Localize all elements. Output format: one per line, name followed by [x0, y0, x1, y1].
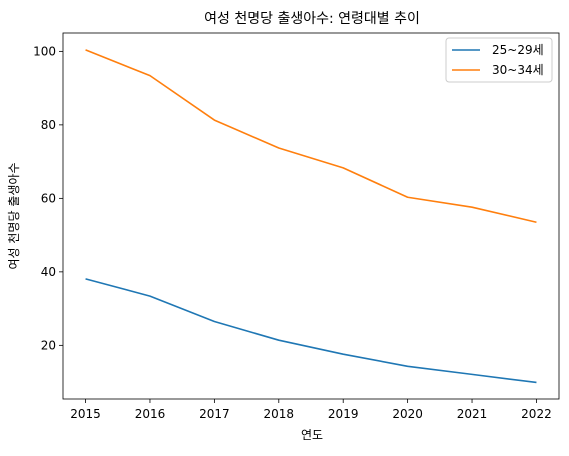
x-tick-label: 2019 — [328, 407, 359, 421]
legend-label-2: 30~34세 — [492, 63, 544, 77]
legend-box — [445, 37, 553, 83]
x-tick-label: 2018 — [264, 407, 295, 421]
x-tick-label: 2021 — [457, 407, 488, 421]
series-layer — [85, 49, 537, 384]
x-tick-label: 2022 — [521, 407, 552, 421]
y-tick-label: 100 — [33, 44, 56, 58]
chart-title: 여성 천명당 출생아수: 연령대별 추이 — [204, 11, 420, 27]
series-line-1 — [85, 278, 537, 384]
series-line-2 — [85, 49, 537, 224]
x-tick-label: 2020 — [392, 407, 423, 421]
legend: 25~29세 30~34세 — [445, 37, 553, 83]
x-tick-label: 2017 — [199, 407, 230, 421]
y-tick-label: 60 — [41, 191, 56, 205]
plot-area-frame — [62, 32, 560, 400]
x-axis: 2015 2016 2017 2018 2019 2020 2021 2022 — [70, 399, 552, 421]
y-tick-label: 20 — [41, 338, 56, 352]
y-tick-label: 80 — [41, 118, 56, 132]
y-axis-label: 여성 천명당 출생아수 — [6, 163, 21, 270]
x-axis-label: 연도 — [301, 428, 323, 442]
legend-label-1: 25~29세 — [492, 43, 544, 57]
y-axis: 20 40 60 80 100 — [33, 44, 63, 352]
y-tick-label: 40 — [41, 265, 56, 279]
x-tick-label: 2016 — [135, 407, 166, 421]
x-tick-label: 2015 — [70, 407, 101, 421]
